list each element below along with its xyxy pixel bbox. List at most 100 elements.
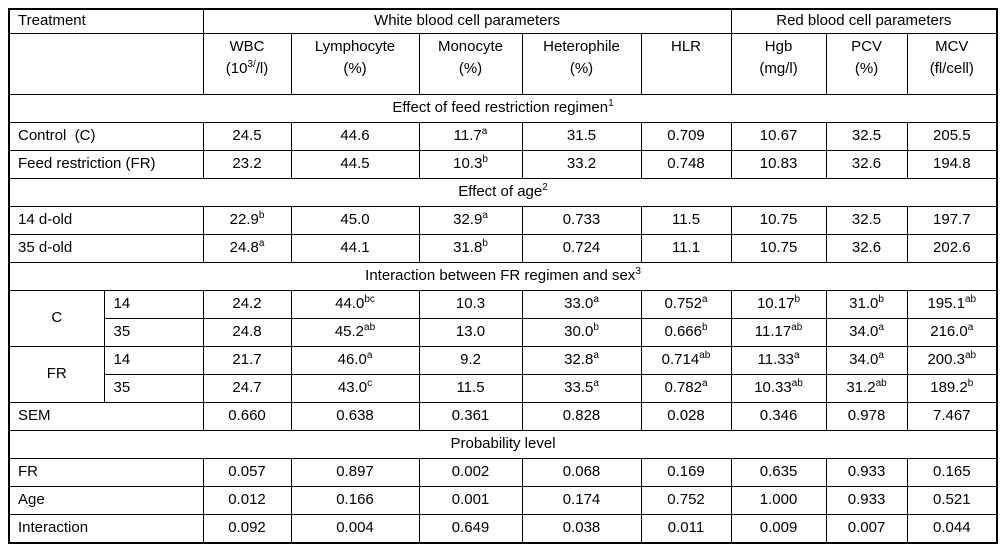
column-unit: (mg/l) [759,59,798,77]
table-cell: 189.2b [906,374,998,403]
significance-marker: ab [875,378,887,390]
section-title: Effect of age2 [8,178,998,207]
white-blood-cell-group-header: White blood cell parameters [202,8,732,34]
table-cell: 0.748 [640,150,732,179]
table-cell: 10.33ab [730,374,827,403]
table-cell: 202.6 [906,234,998,263]
section-row: Probability level [8,430,998,459]
table-cell: 23.2 [202,150,292,179]
table-row: 35 d-old 24.8a 44.1 31.8b 0.724 11.1 10.75 32.6… [8,234,998,263]
table-row: FR 0.057 0.897 0.002 0.068 0.169 0.635 0.933 0.1… [8,458,998,487]
column-unit: (fl/cell) [929,59,974,77]
table-row: Interaction 0.092 0.004 0.649 0.038 0.011 0.00… [8,514,998,544]
table-cell: 45.2ab [290,318,420,347]
header-group-row: Treatment White blood cell parameters Re… [8,8,998,34]
significance-marker: a [593,350,599,362]
section-row: Interaction between FR regimen and sex3 [8,262,998,291]
age-sublabel: 14 [103,346,204,375]
significance-marker: a [258,238,265,250]
group-label: C [8,290,105,347]
table-cell: 0.092 [202,514,292,544]
table-cell: 0.028 [640,402,732,431]
table-cell: 0.166 [290,486,420,515]
table-cell: 0.978 [825,402,908,431]
significance-marker: a [967,322,974,334]
significance-marker: bc [364,294,375,306]
table-cell: 10.83 [730,150,827,179]
column-header-wbc: WBC (103//l) [202,33,292,95]
results-table-container: Treatment White blood cell parameters Re… [8,8,999,544]
row-label: FR [8,458,204,487]
table-cell: 11.5 [418,374,523,403]
table-row: Feed restriction (FR) 23.2 44.5 10.3b 33.2 0.… [8,150,998,179]
table-cell: 32.5 [825,206,908,235]
table-cell: 0.635 [730,458,827,487]
empty-header-cell [8,33,204,95]
table-cell: 0.666b [640,318,732,347]
significance-marker: ab [699,350,711,362]
table-cell: 0.733 [521,206,642,235]
footnote-marker: 1 [608,98,614,110]
table-cell: 205.5 [906,122,998,151]
table-cell: 0.012 [202,486,292,515]
section-row: Effect of age2 [8,178,998,207]
table-body: Effect of feed restriction regimen1 Contr… [8,94,998,544]
age-sublabel: 14 [103,290,204,319]
table-cell: 32.6 [825,150,908,179]
table-cell: 21.7 [202,346,292,375]
row-label: SEM [8,402,204,431]
footnote-marker: 2 [542,182,548,194]
table-cell: 0.660 [202,402,292,431]
significance-marker: b [593,322,599,334]
section-title: Interaction between FR regimen and sex3 [8,262,998,291]
table-cell: 33.0a [521,290,642,319]
section-row: Effect of feed restriction regimen1 [8,94,998,123]
significance-marker: 3/ [247,58,256,70]
table-cell: 0.752 [640,486,732,515]
significance-marker: ab [791,322,803,334]
table-cell: 0.002 [418,458,523,487]
significance-marker: ab [965,350,977,362]
table-row: SEM 0.660 0.638 0.361 0.828 0.028 0.346 0.978 7.… [8,402,998,431]
column-unit: (%) [343,59,367,77]
significance-marker: b [258,210,265,222]
table-cell: 46.0a [290,346,420,375]
table-cell: 11.1 [640,234,732,263]
table-cell: 0.004 [290,514,420,544]
column-unit: (%) [854,59,879,77]
table-cell: 194.8 [906,150,998,179]
table-cell: 33.2 [521,150,642,179]
significance-marker: a [702,378,708,390]
significance-marker: a [878,322,884,334]
table-cell: 0.009 [730,514,827,544]
significance-marker: b [794,294,801,306]
column-name: WBC [229,38,265,55]
blood-parameters-table: Treatment White blood cell parameters Re… [8,8,999,544]
column-header-pcv: PCV (%) [825,33,908,95]
table-row: FR 14 21.7 46.0a 9.2 32.8a 0.714ab 11.33a 34.0a 2… [8,346,998,403]
table-cell: 0.057 [202,458,292,487]
significance-marker: a [593,294,599,306]
column-unit: (103//l) [225,58,269,77]
table-cell: 0.752a [640,290,732,319]
table-cell: 0.724 [521,234,642,263]
table-cell: 0.007 [825,514,908,544]
table-cell: 24.5 [202,122,292,151]
significance-marker: ab [791,378,803,390]
table-cell: 31.5 [521,122,642,151]
row-label: Age [8,486,204,515]
table-cell: 7.467 [906,402,998,431]
table-cell: 32.8a [521,346,642,375]
table-cell: 0.011 [640,514,732,544]
table-cell: 31.8b [418,234,523,263]
table-cell: 216.0a [906,318,998,347]
table-cell: 44.1 [290,234,420,263]
table-cell: 0.044 [906,514,998,544]
table-row: 35 24.7 43.0c 11.5 33.5a 0.782a 10.33ab 31.2ab 1… [9,374,998,403]
table-cell: 0.361 [418,402,523,431]
table-cell: 0.169 [640,458,732,487]
table-row: C 14 24.2 44.0bc 10.3 33.0a 0.752a 10.17b 31.0b 1… [8,290,998,347]
table-cell: 10.75 [730,206,827,235]
table-cell: 200.3ab [906,346,998,375]
significance-marker: a [366,350,373,362]
